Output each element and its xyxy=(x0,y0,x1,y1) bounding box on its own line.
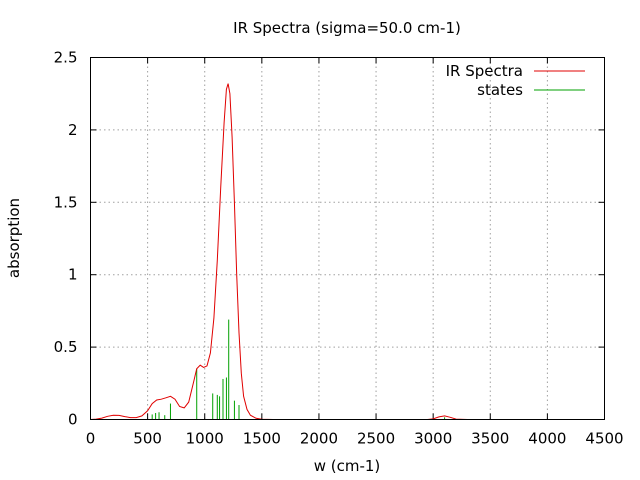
plot-frame xyxy=(90,57,605,420)
x-tick-labels: 0 500 1000 1500 2000 2500 3000 3500 4000 4500 xyxy=(86,430,624,448)
y-tick-label: 0 xyxy=(68,411,78,429)
ir-spectra-line xyxy=(90,83,605,420)
x-axis-label: w (cm-1) xyxy=(314,457,381,475)
y-tick-label: 2 xyxy=(68,121,78,139)
y-tick-label: 1.5 xyxy=(54,193,78,211)
x-tick-label: 4500 xyxy=(585,430,623,448)
chart-title: IR Spectra (sigma=50.0 cm-1) xyxy=(233,19,461,37)
x-tick-label: 0 xyxy=(86,430,96,448)
y-tick-label: 1 xyxy=(68,266,78,284)
x-tick-label: 2000 xyxy=(300,430,338,448)
x-tick-label: 1000 xyxy=(186,430,224,448)
x-tick-label: 3500 xyxy=(471,430,509,448)
y-tick-labels: 0 0.5 1 1.5 2 2.5 xyxy=(54,49,78,429)
y-axis-label: absorption xyxy=(5,198,23,278)
legend-label-ir-spectra: IR Spectra xyxy=(446,62,523,80)
legend: IR Spectra states xyxy=(446,62,585,99)
y-tick-label: 0.5 xyxy=(54,338,78,356)
x-tick-label: 4000 xyxy=(528,430,566,448)
x-tick-label: 2500 xyxy=(357,430,395,448)
x-tick-label: 500 xyxy=(133,430,162,448)
states-series xyxy=(151,319,446,420)
grid xyxy=(90,57,605,420)
legend-label-states: states xyxy=(477,81,523,99)
x-tick-label: 1500 xyxy=(243,430,281,448)
ir-spectra-series xyxy=(90,83,605,420)
axis-ticks xyxy=(90,57,605,420)
y-tick-label: 2.5 xyxy=(54,49,78,67)
x-tick-label: 3000 xyxy=(414,430,452,448)
